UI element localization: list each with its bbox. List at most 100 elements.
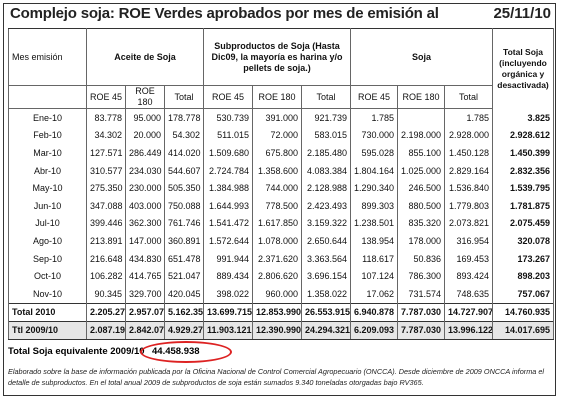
- table-cell: 6.209.093: [350, 320, 399, 340]
- table-cell: 420.045: [164, 284, 204, 304]
- table-cell: 2.073.821: [444, 214, 494, 233]
- table-cell: 50.836: [397, 249, 446, 268]
- table-row: Mar-10 127.571 286.449 414.020 1.509.680 675.…: [8, 144, 555, 162]
- table-cell: 138.954: [350, 232, 399, 250]
- table-cell: 2.842.074: [125, 320, 165, 340]
- table-cell: 893.424: [444, 267, 494, 285]
- table-cell: 310.577: [86, 161, 126, 180]
- table-cell: 583.015: [300, 126, 352, 145]
- frame: [3, 3, 556, 396]
- table-cell: 855.100: [397, 144, 446, 162]
- note: Elaborado sobre la base de información p…: [8, 367, 545, 387]
- table-cell: 246.500: [397, 179, 446, 197]
- table-cell: 5.162.352: [164, 302, 204, 322]
- table-cell: 1.509.680: [203, 144, 253, 162]
- table-cell: 399.446: [86, 214, 126, 233]
- header-cell: [8, 85, 87, 109]
- table-cell: 230.000: [125, 179, 165, 197]
- table-row: Feb-10 34.302 20.000 54.302 511.015 72.000 583…: [8, 126, 555, 145]
- table-cell: 6.940.878: [350, 302, 399, 322]
- table-cell: 414.020: [164, 144, 204, 162]
- table-cell: Ene-10: [8, 108, 87, 127]
- table-cell: 505.350: [164, 179, 204, 197]
- table-cell: Jul-10: [8, 214, 87, 233]
- table-cell: 899.303: [350, 196, 399, 215]
- table-cell: 1.025.000: [397, 161, 446, 180]
- table-cell: Mar-10: [8, 144, 87, 162]
- table-cell: 398.022: [203, 284, 253, 304]
- table-cell: 2.928.612: [492, 126, 555, 145]
- table-cell: 1.572.644: [203, 232, 253, 250]
- table-cell: 95.000: [125, 108, 165, 127]
- table-cell: 391.000: [252, 108, 302, 127]
- table-cell: 169.453: [444, 249, 494, 268]
- table-cell: 216.648: [86, 249, 126, 268]
- table-cell: Ttl 2009/10: [8, 320, 87, 340]
- table-cell: 1.450.399: [492, 144, 555, 162]
- table-cell: 1.238.501: [350, 214, 399, 233]
- table-cell: 2.957.074: [125, 302, 165, 322]
- table-cell: 1.785: [444, 108, 494, 127]
- table-cell: 1.358.600: [252, 161, 302, 180]
- table-cell: 1.541.472: [203, 214, 253, 233]
- sub-header-cell: ROE 180: [125, 85, 165, 109]
- table-body: Ene-10 83.778 95.000 178.778 530.739 391.000 9…: [8, 108, 555, 340]
- table-cell: 1.785: [350, 108, 399, 127]
- table-cell: 3.696.154: [300, 267, 352, 285]
- table-cell: 320.078: [492, 232, 555, 250]
- table-cell: 2.128.988: [300, 179, 352, 197]
- table-cell: 730.000: [350, 126, 399, 145]
- sub-header-cell: Total: [164, 85, 204, 109]
- table-cell: Total 2010: [8, 302, 87, 322]
- table-cell: 991.944: [203, 249, 253, 268]
- table-cell: 748.635: [444, 284, 494, 304]
- table-cell: 2.075.459: [492, 214, 555, 233]
- table-cell: 2.205.278: [86, 302, 126, 322]
- table-cell: 7.787.030: [397, 320, 446, 340]
- total-row: Ttl 2009/102.087.1982.842.0744.929.27211…: [8, 320, 555, 340]
- table-cell: 731.574: [397, 284, 446, 304]
- table-cell: 17.062: [350, 284, 399, 304]
- table-cell: 3.363.564: [300, 249, 352, 268]
- table-cell: 1.539.795: [492, 179, 555, 197]
- sub-header-cell: ROE 45: [350, 85, 399, 109]
- table-cell: 675.800: [252, 144, 302, 162]
- table-cell: 434.830: [125, 249, 165, 268]
- header-cell: Aceite de Soja: [86, 28, 204, 86]
- table-cell: 521.047: [164, 267, 204, 285]
- header-cell: Total Soja (incluyendo orgánica y desact…: [492, 28, 555, 109]
- sub-header-cell: Total: [300, 85, 352, 109]
- table-row: Jul-10 399.446 362.300 761.746 1.541.472 1.61…: [8, 214, 555, 233]
- table-cell: 786.300: [397, 267, 446, 285]
- table-cell: 26.553.915: [300, 302, 352, 322]
- table-cell: 83.778: [86, 108, 126, 127]
- sub-header-cell: ROE 45: [203, 85, 253, 109]
- table-cell: 106.282: [86, 267, 126, 285]
- table-cell: 530.739: [203, 108, 253, 127]
- footer-value: 44.458.938: [152, 346, 200, 357]
- table-cell: 2.198.000: [397, 126, 446, 145]
- table-cell: 118.617: [350, 249, 399, 268]
- table-cell: 595.028: [350, 144, 399, 162]
- table-cell: 12.853.990: [252, 302, 302, 322]
- table-cell: 1.358.022: [300, 284, 352, 304]
- table-cell: 1.536.840: [444, 179, 494, 197]
- table-cell: 286.449: [125, 144, 165, 162]
- table-cell: Sep-10: [8, 249, 87, 268]
- table-cell: 14.760.935: [492, 302, 555, 322]
- table-cell: 414.765: [125, 267, 165, 285]
- table-cell: 744.000: [252, 179, 302, 197]
- header-cell: Subproductos de Soja (Hasta Dic09, la ma…: [202, 28, 352, 86]
- sub-header-cell: ROE 180: [397, 85, 446, 109]
- table-cell: Oct-10: [8, 267, 87, 285]
- table-cell: 403.000: [125, 196, 165, 215]
- table-cell: 761.746: [164, 214, 204, 233]
- table-cell: 316.954: [444, 232, 494, 250]
- highlight-circle: [140, 341, 232, 363]
- table-cell: 1.384.988: [203, 179, 253, 197]
- table-cell: 1.450.128: [444, 144, 494, 162]
- table-cell: 1.779.803: [444, 196, 494, 215]
- table-cell: 14.727.907: [444, 302, 494, 322]
- table-cell: 13.699.715: [203, 302, 253, 322]
- table-cell: 13.996.122: [444, 320, 494, 340]
